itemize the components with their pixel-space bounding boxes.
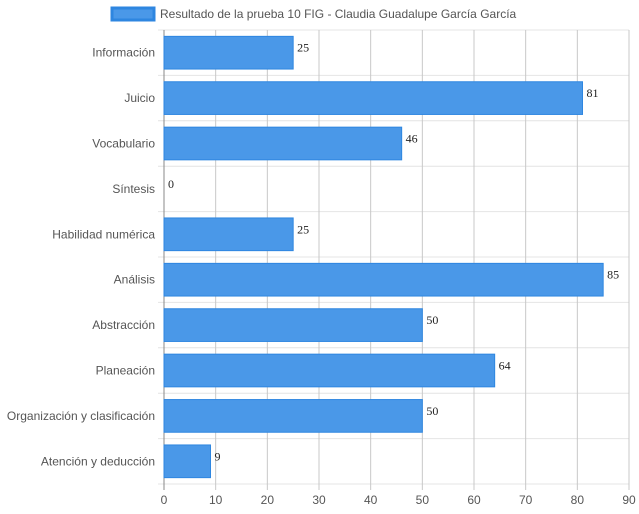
x-tick-label: 20 (261, 493, 275, 507)
data-labels: 25 81 46 0 25 85 50 64 50 9 (168, 41, 619, 464)
data-label: 25 (297, 41, 309, 55)
legend-swatch (110, 6, 156, 22)
data-label: 25 (297, 222, 309, 236)
x-tick-label: 60 (467, 493, 481, 507)
bar[interactable] (163, 126, 403, 161)
x-axis-ticks: 0 10 20 30 40 50 60 70 80 90 (161, 493, 636, 507)
x-tick-label: 10 (209, 493, 223, 507)
x-tick-label: 40 (364, 493, 378, 507)
data-label: 9 (215, 449, 221, 463)
category-label: Habilidad numérica (52, 227, 155, 241)
bar[interactable] (163, 399, 423, 433)
x-tick-label: 0 (161, 493, 168, 507)
category-label: Síntesis (112, 182, 155, 196)
category-label: Abstracción (92, 318, 155, 332)
legend-label: Resultado de la prueba 10 FIG - Claudia … (160, 7, 517, 21)
bar[interactable] (163, 35, 294, 70)
bar[interactable] (163, 262, 604, 297)
legend[interactable]: Resultado de la prueba 10 FIG - Claudia … (110, 6, 517, 22)
bar[interactable] (163, 308, 423, 342)
data-label: 85 (607, 268, 619, 282)
data-label: 46 (406, 132, 418, 146)
category-label: Análisis (114, 273, 155, 287)
data-label: 50 (426, 313, 438, 327)
x-tick-label: 50 (416, 493, 430, 507)
x-tick-label: 30 (312, 493, 326, 507)
data-label: 50 (426, 404, 438, 418)
bar[interactable] (163, 81, 583, 115)
bars (163, 35, 604, 479)
x-tick-label: 90 (622, 493, 636, 507)
category-label: Planeación (96, 364, 155, 378)
data-label: 0 (168, 177, 174, 191)
x-tick-label: 70 (519, 493, 533, 507)
data-label: 64 (499, 359, 511, 373)
bar[interactable] (163, 353, 496, 388)
bar[interactable] (163, 217, 294, 252)
bar[interactable] (163, 444, 211, 479)
x-tick-label: 80 (571, 493, 585, 507)
category-label: Organización y clasificación (7, 409, 155, 423)
category-label: Información (92, 46, 155, 60)
category-label: Juicio (124, 91, 155, 105)
data-label: 81 (587, 86, 599, 100)
category-labels: Información Juicio Vocabulario Síntesis Habi… (7, 46, 155, 469)
category-label: Atención y deducción (41, 454, 155, 468)
category-label: Vocabulario (92, 137, 155, 151)
